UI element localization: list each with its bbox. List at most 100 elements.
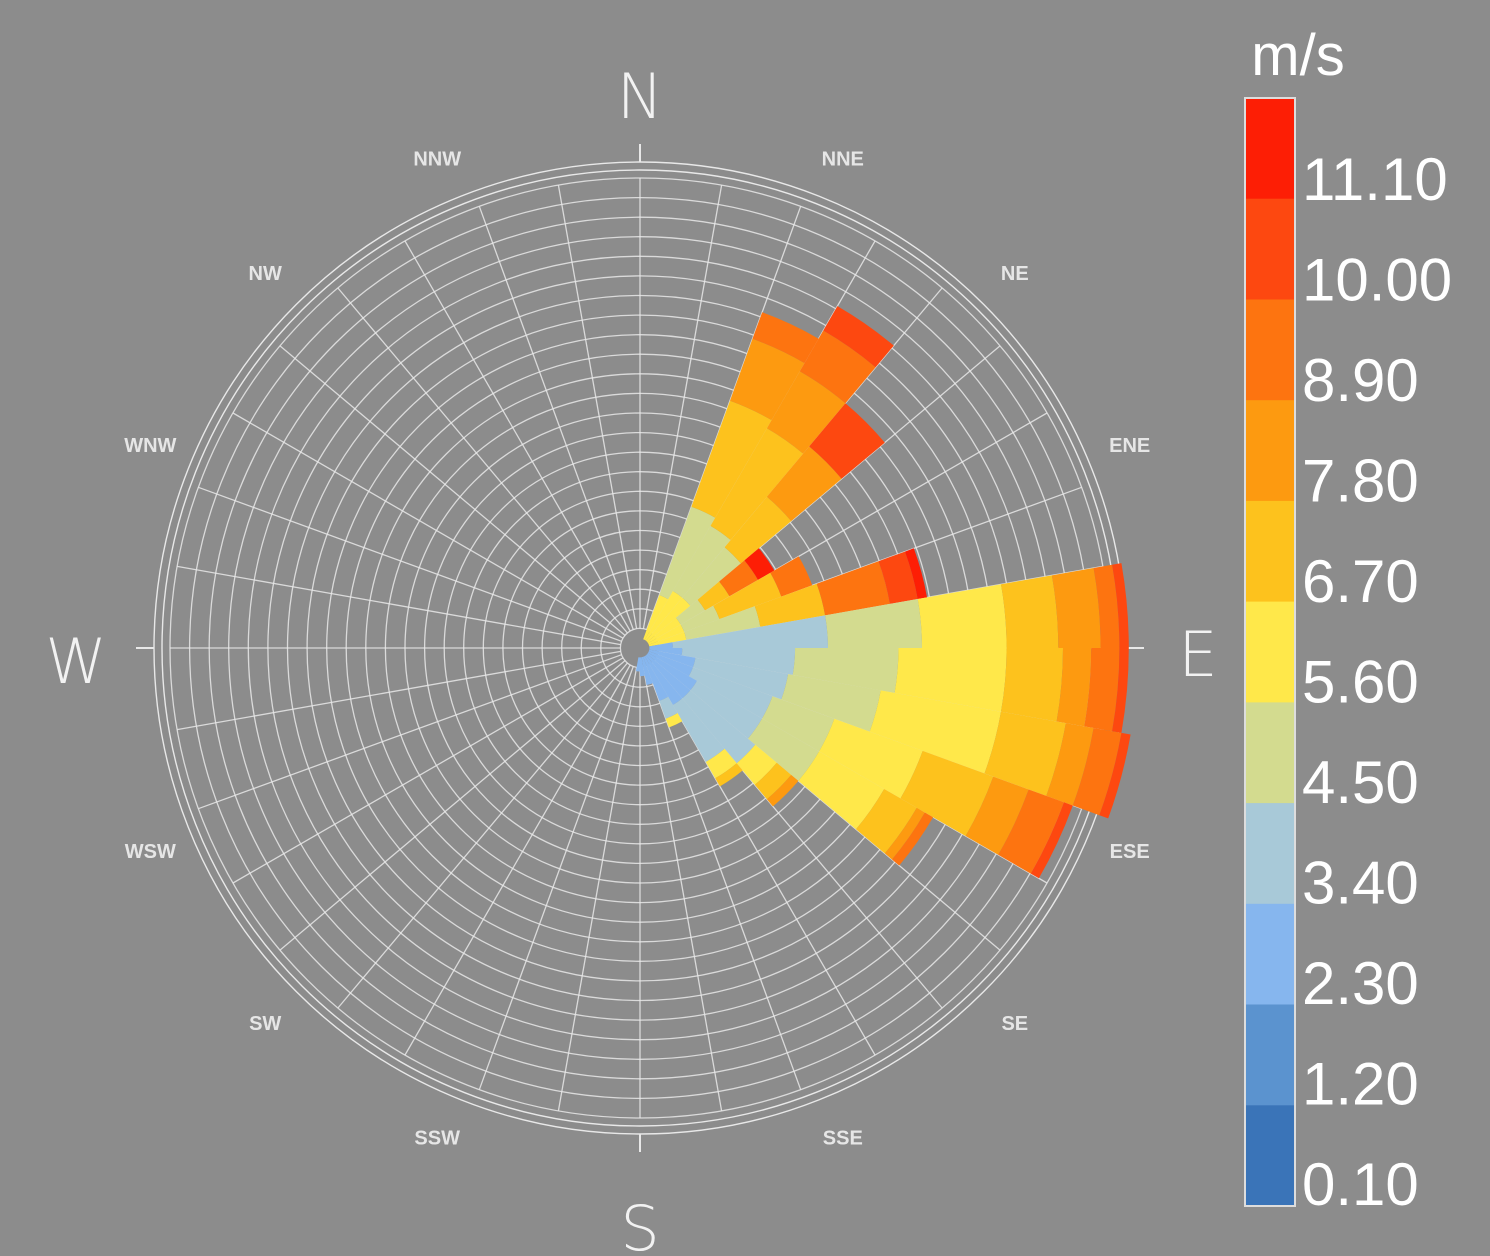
- sector-segment: [766, 446, 842, 522]
- sector-segment: [713, 572, 782, 620]
- sector-segment: [672, 698, 725, 762]
- direction-label-nne: NNE: [822, 148, 864, 170]
- sector-segment: [672, 615, 828, 648]
- direction-label-nnw: NNW: [413, 148, 461, 170]
- legend-tick-label: 4.50: [1302, 749, 1419, 816]
- grid-spoke: [176, 650, 621, 731]
- grid-spoke: [198, 486, 622, 642]
- direction-label-ene: ENE: [1109, 435, 1150, 457]
- sector-segment: [1030, 802, 1073, 879]
- sector-segment: [643, 656, 669, 701]
- sector-segment: [816, 561, 890, 616]
- legend-bin: [1245, 803, 1295, 905]
- legend-tick-label: 5.60: [1302, 649, 1419, 716]
- sector-segment: [892, 812, 934, 866]
- direction-label-sse: SSE: [823, 1128, 863, 1150]
- legend-tick-label: 2.30: [1302, 950, 1419, 1017]
- sector-segment: [754, 583, 826, 627]
- grid-spoke: [646, 666, 802, 1090]
- sector-segment: [705, 748, 737, 779]
- grid-spoke: [478, 206, 634, 630]
- sector-segment: [644, 655, 683, 705]
- legend-bin: [1245, 98, 1295, 200]
- sector-segment: [682, 690, 756, 764]
- sector-segment: [1072, 728, 1122, 816]
- sector-segment: [748, 718, 820, 781]
- direction-label-n: N: [617, 60, 663, 133]
- sector-segment: [649, 642, 673, 648]
- sector-segment: [998, 789, 1064, 874]
- grid-spoke: [642, 184, 723, 629]
- direction-label-se: SE: [1001, 1013, 1028, 1035]
- sector-segment: [754, 762, 792, 800]
- sector-segment: [869, 690, 1001, 774]
- sector-segment: [744, 548, 775, 580]
- sector-segment: [646, 597, 691, 642]
- sector-segment: [644, 591, 683, 641]
- sector-segment: [762, 696, 835, 752]
- sector-segment: [730, 338, 805, 421]
- legend-tick-label: 6.70: [1302, 548, 1419, 615]
- sector-segment: [648, 649, 696, 668]
- sector-segment: [647, 617, 681, 644]
- grid-spoke: [557, 667, 638, 1112]
- legend-color-bins: [1244, 97, 1296, 1207]
- sector-segment: [693, 657, 789, 700]
- sector-segment: [641, 656, 653, 685]
- sector-segment: [781, 674, 881, 732]
- grid-spoke: [404, 240, 631, 632]
- sector-segment: [719, 560, 758, 597]
- sector-segment: [648, 631, 687, 647]
- grid-spoke: [279, 345, 626, 636]
- direction-label-s: S: [620, 1192, 659, 1256]
- sector-segment: [894, 648, 1007, 712]
- sector-segment: [648, 651, 693, 677]
- sector-segment: [1112, 563, 1129, 648]
- sector-segment: [672, 525, 731, 598]
- direction-label-wnw: WNW: [124, 435, 176, 457]
- sector-segment: [1046, 723, 1094, 806]
- color-legend: m/s 11.10 10.00 8.90 7.80 6.70 5.60 4.50 3.40 2.…: [1244, 23, 1452, 1218]
- grid-spoke: [232, 657, 624, 884]
- sector-segment: [688, 667, 773, 719]
- sector-segment: [1112, 648, 1129, 733]
- sector-segment: [647, 652, 697, 691]
- grid-spoke: [642, 667, 723, 1112]
- grid-spoke: [337, 662, 628, 1009]
- sector-segment: [965, 776, 1029, 855]
- direction-label-nw: NW: [249, 263, 282, 285]
- sector-segment: [680, 605, 720, 632]
- sector-segment: [878, 551, 918, 604]
- sector-segment: [1001, 575, 1059, 648]
- sector-segment: [825, 599, 922, 648]
- sector-segment: [715, 763, 743, 787]
- sector-segment: [635, 657, 640, 672]
- sector-segment: [640, 657, 645, 677]
- sector-segment: [676, 599, 706, 625]
- sector-segment: [724, 496, 792, 564]
- legend-tick-label: 10.00: [1302, 247, 1452, 314]
- sector-segment: [682, 547, 741, 606]
- sector-segment: [752, 312, 819, 364]
- direction-label-w: W: [45, 625, 106, 698]
- sector-segment: [1093, 564, 1120, 648]
- grid-spoke: [198, 654, 622, 810]
- legend-border: [1244, 97, 1296, 1207]
- direction-label-e: E: [1178, 618, 1217, 691]
- sector-segment: [1056, 648, 1092, 727]
- sector-segment: [697, 581, 730, 611]
- sector-segment: [766, 774, 799, 807]
- sector-segment: [766, 371, 846, 454]
- legend-tick-label: 1.20: [1302, 1051, 1419, 1118]
- sector-segment: [900, 750, 994, 836]
- sector-segment: [1099, 732, 1131, 819]
- sector-segment: [646, 654, 691, 699]
- legend-bin: [1245, 601, 1295, 703]
- legend-unit: m/s: [1251, 23, 1344, 88]
- legend-tick-labels: 11.10 10.00 8.90 7.80 6.70 5.60 4.50 3.40 2.30 1.…: [1302, 146, 1452, 1218]
- grid-spoke: [404, 664, 631, 1056]
- wind-sectors: [635, 306, 1131, 879]
- grid-spoke: [279, 660, 626, 951]
